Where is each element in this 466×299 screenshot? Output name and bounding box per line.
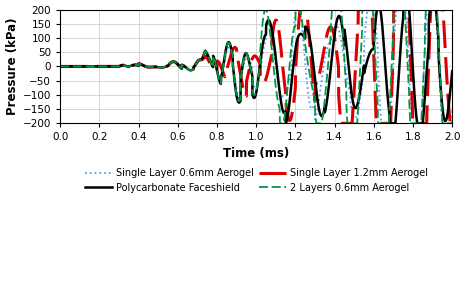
2 Layers 0.6mm Aerogel bbox=[343, 71, 348, 74]
Single Layer 1.2mm Aerogel bbox=[57, 65, 63, 68]
Single Layer 0.6mm Aerogel bbox=[418, 122, 424, 125]
2 Layers 0.6mm Aerogel bbox=[225, 41, 231, 45]
Polycarbonate Faceshield bbox=[225, 41, 231, 44]
Single Layer 1.2mm Aerogel bbox=[418, 122, 424, 125]
Polycarbonate Faceshield bbox=[57, 65, 63, 68]
Line: 2 Layers 0.6mm Aerogel: 2 Layers 0.6mm Aerogel bbox=[60, 10, 452, 123]
Single Layer 1.2mm Aerogel bbox=[438, 8, 443, 11]
Single Layer 1.2mm Aerogel bbox=[338, 122, 343, 125]
2 Layers 0.6mm Aerogel bbox=[222, 54, 228, 57]
2 Layers 0.6mm Aerogel bbox=[277, 122, 283, 125]
Single Layer 0.6mm Aerogel bbox=[342, 64, 348, 68]
Y-axis label: Pressure (kPa): Pressure (kPa) bbox=[6, 18, 19, 115]
Single Layer 0.6mm Aerogel bbox=[379, 122, 384, 125]
Single Layer 1.2mm Aerogel bbox=[449, 122, 455, 125]
Line: Single Layer 0.6mm Aerogel: Single Layer 0.6mm Aerogel bbox=[60, 10, 452, 123]
2 Layers 0.6mm Aerogel bbox=[449, 122, 455, 125]
Single Layer 0.6mm Aerogel bbox=[222, 57, 228, 61]
Polycarbonate Faceshield bbox=[449, 69, 455, 73]
Polycarbonate Faceshield bbox=[374, 8, 380, 11]
Single Layer 1.2mm Aerogel bbox=[222, 73, 228, 77]
2 Layers 0.6mm Aerogel bbox=[418, 122, 424, 125]
2 Layers 0.6mm Aerogel bbox=[262, 8, 268, 11]
Single Layer 1.2mm Aerogel bbox=[343, 122, 348, 125]
Line: Polycarbonate Faceshield: Polycarbonate Faceshield bbox=[60, 10, 452, 123]
Polycarbonate Faceshield bbox=[342, 31, 348, 35]
Single Layer 0.6mm Aerogel bbox=[438, 92, 443, 96]
2 Layers 0.6mm Aerogel bbox=[57, 65, 63, 68]
Single Layer 0.6mm Aerogel bbox=[244, 56, 249, 60]
Polycarbonate Faceshield bbox=[418, 122, 424, 125]
Polycarbonate Faceshield bbox=[438, 81, 443, 85]
Single Layer 0.6mm Aerogel bbox=[293, 8, 299, 11]
Single Layer 0.6mm Aerogel bbox=[57, 65, 63, 68]
Legend: Single Layer 0.6mm Aerogel, Polycarbonate Faceshield, Single Layer 1.2mm Aerogel: Single Layer 0.6mm Aerogel, Polycarbonat… bbox=[85, 168, 428, 193]
Single Layer 1.2mm Aerogel bbox=[244, 80, 249, 83]
Polycarbonate Faceshield bbox=[244, 52, 249, 55]
2 Layers 0.6mm Aerogel bbox=[438, 79, 443, 82]
Single Layer 1.2mm Aerogel bbox=[297, 8, 303, 11]
Line: Single Layer 1.2mm Aerogel: Single Layer 1.2mm Aerogel bbox=[60, 10, 452, 123]
2 Layers 0.6mm Aerogel bbox=[244, 52, 249, 55]
X-axis label: Time (ms): Time (ms) bbox=[223, 147, 289, 160]
Single Layer 0.6mm Aerogel bbox=[225, 47, 231, 50]
Polycarbonate Faceshield bbox=[222, 53, 228, 57]
Polycarbonate Faceshield bbox=[387, 122, 392, 125]
Single Layer 0.6mm Aerogel bbox=[449, 108, 455, 112]
Single Layer 1.2mm Aerogel bbox=[225, 63, 231, 67]
